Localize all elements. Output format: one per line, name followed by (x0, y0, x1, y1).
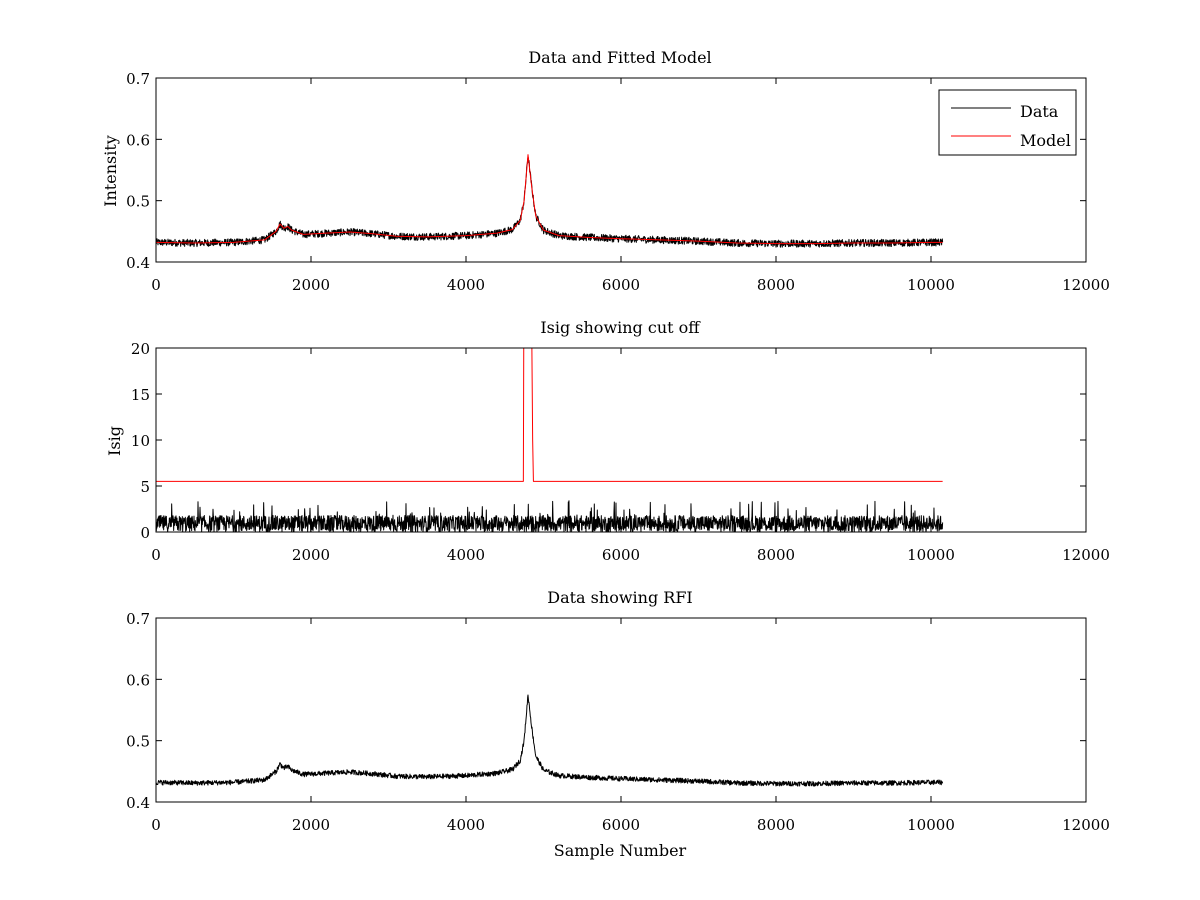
x-ticks: 0 2000 4000 6000 8000 10000 12000 (151, 348, 1110, 564)
y-tick-label: 0.4 (126, 254, 150, 272)
y-tick-label: 5 (140, 478, 150, 496)
x-tick-label: 10000 (907, 816, 955, 834)
x-tick-label: 8000 (757, 816, 795, 834)
x-tick-label: 10000 (907, 546, 955, 564)
x-ticks: 0 2000 4000 6000 8000 10000 12000 (151, 78, 1110, 294)
x-tick-label: 0 (151, 276, 161, 294)
y-ticks: 0.4 0.5 0.6 0.7 (126, 610, 1086, 812)
series-line-data (155, 156, 944, 248)
x-tick-label: 6000 (602, 546, 640, 564)
y-tick-label: 0.5 (126, 733, 150, 751)
y-tick-label: 0.6 (126, 671, 150, 689)
legend-box (938, 89, 1077, 156)
panel-isig-showing-cut-off: Isig showing cut off Isig 0 2000 4000 6000 8… (105, 318, 1110, 564)
x-tick-label: 8000 (757, 546, 795, 564)
plot-area (155, 154, 944, 248)
x-tick-label: 4000 (447, 816, 485, 834)
x-tick-label: 12000 (1062, 276, 1110, 294)
legend: Data Model (938, 89, 1077, 156)
x-tick-label: 10000 (907, 276, 955, 294)
panel-data-and-fitted-model: Data and Fitted Model Intensity Data Mod… (101, 48, 1110, 294)
x-tick-label: 4000 (447, 276, 485, 294)
series-line-isig (155, 500, 944, 533)
panel-data-showing-rfi: Data showing RFI Sample Number 0 2000 4000… (126, 588, 1110, 860)
y-ticks: 0.4 0.5 0.6 0.7 (126, 70, 1086, 272)
y-tick-label: 0.7 (126, 610, 150, 628)
legend-label-model: Model (1020, 131, 1071, 150)
y-tick-label: 0.5 (126, 193, 150, 211)
series-line-data (155, 694, 944, 787)
y-tick-label: 0.4 (126, 794, 150, 812)
x-tick-label: 12000 (1062, 546, 1110, 564)
panel-title: Data and Fitted Model (528, 48, 711, 67)
x-tick-label: 0 (151, 816, 161, 834)
x-tick-label: 6000 (602, 276, 640, 294)
y-tick-label: 0 (140, 524, 150, 542)
y-tick-label: 0.7 (126, 70, 150, 88)
series-line-model (155, 154, 943, 245)
x-tick-label: 0 (151, 546, 161, 564)
y-axis-label: Intensity (101, 135, 120, 207)
y-axis-label: Isig (105, 426, 124, 456)
panel-title: Isig showing cut off (540, 318, 701, 337)
y-tick-label: 15 (131, 386, 150, 404)
y-tick-label: 0.6 (126, 131, 150, 149)
x-tick-label: 2000 (292, 816, 330, 834)
x-tick-label: 8000 (757, 276, 795, 294)
x-ticks: 0 2000 4000 6000 8000 10000 12000 (151, 618, 1110, 834)
x-tick-label: 12000 (1062, 816, 1110, 834)
x-tick-label: 6000 (602, 816, 640, 834)
y-tick-label: 10 (131, 432, 150, 450)
x-tick-label: 4000 (447, 546, 485, 564)
plot-area (155, 694, 944, 787)
panel-title: Data showing RFI (547, 588, 692, 607)
x-axis-label: Sample Number (554, 841, 687, 860)
legend-label-data: Data (1020, 102, 1059, 121)
y-tick-label: 20 (131, 340, 150, 358)
x-tick-label: 2000 (292, 546, 330, 564)
y-ticks: 0 5 10 15 20 (131, 340, 1086, 542)
x-tick-label: 2000 (292, 276, 330, 294)
